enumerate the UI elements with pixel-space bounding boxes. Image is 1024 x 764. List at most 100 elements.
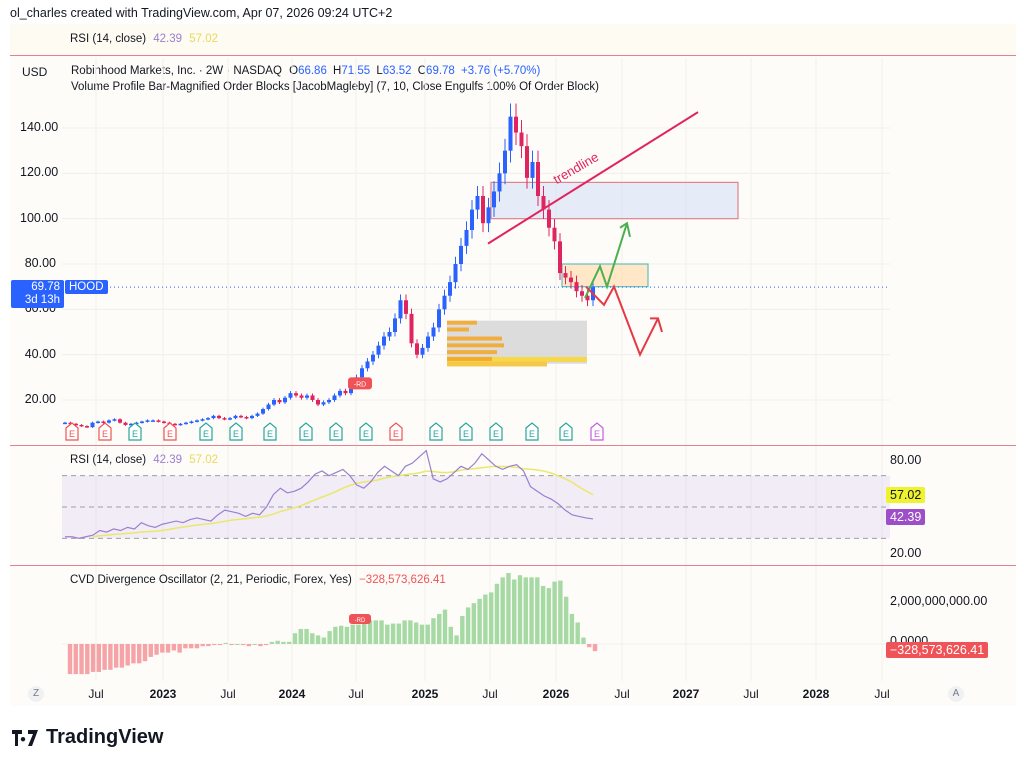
cvd-bar <box>362 622 367 644</box>
time-axis-label: Jul <box>874 687 890 701</box>
bar-countdown: 3d 13h <box>24 294 60 306</box>
earnings-marker-text: E <box>433 429 439 439</box>
indicator-legend[interactable]: Volume Profile Bar-Magnified Order Block… <box>71 81 599 93</box>
cvd-bar <box>67 644 73 675</box>
pane-separator-rsi[interactable] <box>10 445 1016 446</box>
candle-body <box>574 282 579 292</box>
cvd-bar <box>512 579 517 644</box>
earnings-marker-text: E <box>363 429 369 439</box>
cvd-bar <box>183 644 188 649</box>
candle-body <box>552 227 557 242</box>
cvd-axis-top: 2,000,000,000.00 <box>890 594 988 608</box>
earnings-marker-text: E <box>69 429 75 439</box>
cvd-bar <box>235 644 240 645</box>
rsi-legend[interactable]: RSI (14, close) 42.39 57.02 <box>70 454 218 466</box>
candle-body <box>162 421 166 424</box>
cvd-bar <box>142 644 148 662</box>
candle-body <box>272 400 276 405</box>
earnings-marker-icon <box>263 422 277 441</box>
earnings-marker-text: E <box>563 429 569 439</box>
top-rsi-value: 42.39 <box>153 33 183 45</box>
earnings-marker-text: E <box>303 429 309 439</box>
cvd-bar <box>442 609 448 644</box>
candle-body <box>332 395 337 400</box>
price-change: +3.76 (+5.70%) <box>461 65 541 77</box>
candle-body <box>90 422 95 428</box>
chart-credit: ol_charles created with TradingView.com,… <box>10 6 393 20</box>
candle-body <box>382 336 386 346</box>
cvd-value: −328,573,626.41 <box>359 574 446 586</box>
cvd-bar <box>246 644 252 647</box>
candle-body <box>404 300 408 314</box>
candle-body <box>178 423 183 426</box>
cvd-bar <box>148 644 153 657</box>
candle-body <box>96 421 100 424</box>
auto-scale-button[interactable]: A <box>948 686 964 702</box>
candle-body <box>189 421 194 424</box>
cvd-bar <box>494 583 500 644</box>
candle-body <box>437 309 441 328</box>
price-axis-label: 40.00 <box>24 346 56 361</box>
ohlc-open: 66.86 <box>298 65 327 77</box>
symbol-legend[interactable]: Robinhood Markets, Inc. · 2W · NASDAQ O6… <box>71 65 540 77</box>
cvd-bar <box>396 623 402 644</box>
pane-separator-cvd[interactable] <box>10 565 1016 566</box>
earnings-marker-icon <box>559 422 573 441</box>
candle-body <box>398 300 403 319</box>
top-rsi-legend[interactable]: RSI (14, close) 42.39 57.02 <box>70 33 218 45</box>
candle-body <box>420 347 425 355</box>
time-axis-label: Jul <box>348 687 364 701</box>
cvd-bar <box>292 633 298 644</box>
candle-body <box>217 415 221 419</box>
cvd-bar <box>171 644 177 651</box>
cvd-bar <box>113 644 119 668</box>
ohlc-open-label: O <box>289 65 299 77</box>
time-axis-label: 2023 <box>149 687 177 701</box>
ohlc-close-label: C <box>417 65 427 77</box>
cvd-bar <box>488 592 494 644</box>
cvd-legend[interactable]: CVD Divergence Oscillator (2, 21, Period… <box>70 574 446 586</box>
cvd-bar <box>281 641 286 644</box>
candle-body <box>393 318 397 332</box>
candle-body <box>129 423 133 426</box>
cvd-bar <box>552 581 557 644</box>
zoom-reset-button[interactable]: Z <box>28 686 44 702</box>
tradingview-logo[interactable]: TradingView <box>12 726 163 749</box>
bullish-scenario-arrow <box>584 222 628 299</box>
time-axis[interactable]: Z Jul 2023 Jul 2024 Jul 2025 Jul 2026 Jul 2027 Jul… <box>10 681 1016 706</box>
rsi-badge: 42.39 <box>886 509 926 525</box>
time-axis-label: 2027 <box>672 687 700 701</box>
cvd-bar <box>269 641 275 644</box>
candle-body <box>503 150 507 174</box>
candle-body <box>123 422 128 425</box>
chart-canvas[interactable]: -RD E E E E E E E E E E E E E E E E E -RD <box>10 24 1016 706</box>
cvd-bar <box>373 620 378 644</box>
candle-body <box>206 418 210 420</box>
earnings-marker-text: E <box>493 429 499 439</box>
top-rsi-name: RSI (14, close) <box>70 33 147 45</box>
rsi-axis-80: 80.00 <box>890 453 922 467</box>
cvd-bar <box>431 618 436 644</box>
candle-body <box>294 393 298 396</box>
candle-body <box>261 409 265 414</box>
cvd-bar <box>517 575 523 644</box>
cvd-bar <box>390 623 396 644</box>
candle-body <box>134 422 139 425</box>
cvd-bar <box>483 594 488 644</box>
currency-label[interactable]: USD <box>22 65 48 79</box>
candle-body <box>85 426 89 428</box>
candle-body <box>376 345 381 355</box>
candle-body <box>525 146 529 178</box>
candle-body <box>481 196 485 224</box>
candle-body <box>255 413 260 416</box>
candle-body <box>563 273 568 278</box>
rsi-line <box>65 449 594 539</box>
earnings-marker-icon <box>590 422 604 441</box>
cvd-bar <box>327 631 332 644</box>
ohlc-high-label: H <box>333 65 342 77</box>
candle-body <box>244 417 249 419</box>
volume-profile-zone <box>447 320 587 364</box>
earnings-marker-text: E <box>233 429 239 439</box>
price-axis-label: 100.00 <box>20 210 59 225</box>
earnings-marker-text: E <box>132 429 138 439</box>
